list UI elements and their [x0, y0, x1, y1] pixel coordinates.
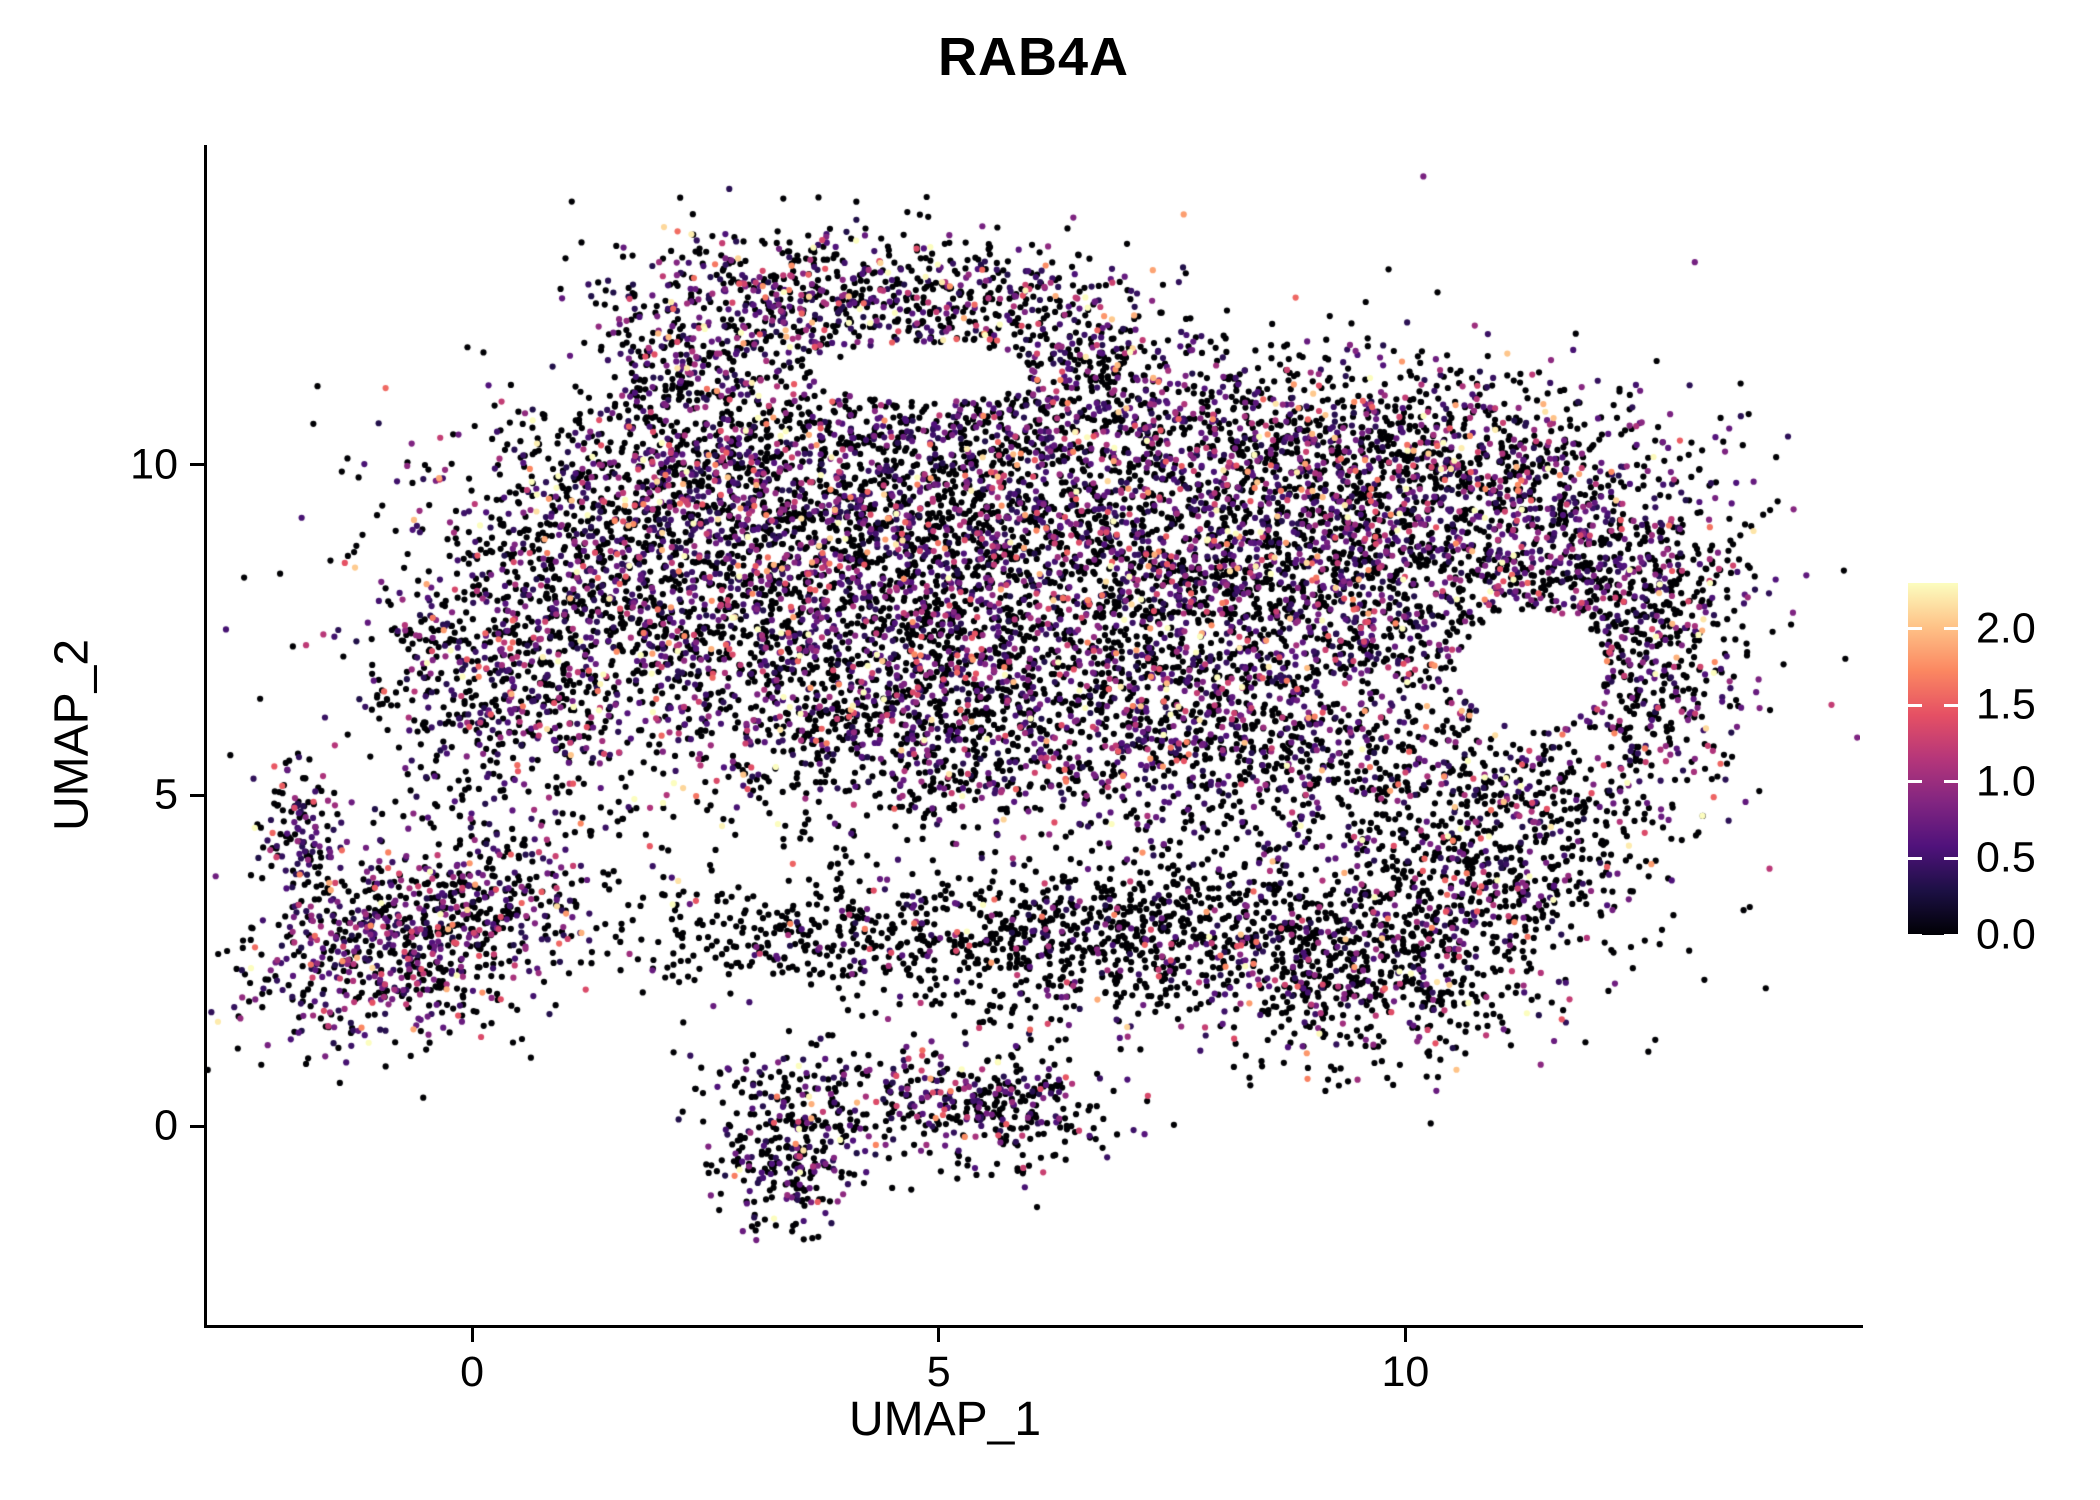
y-tick-mark	[190, 793, 204, 797]
colorbar-tick-mark	[1908, 780, 1922, 784]
x-tick-mark	[937, 1328, 941, 1342]
colorbar-tick-label: 1.0	[1976, 757, 2036, 806]
x-tick-mark	[470, 1328, 474, 1342]
colorbar-tick-label: 1.5	[1976, 680, 2036, 729]
colorbar-tick-mark	[1944, 933, 1958, 937]
y-axis-line	[204, 145, 207, 1328]
y-tick-label: 10	[130, 440, 178, 489]
colorbar-tick-mark	[1944, 856, 1958, 860]
colorbar-tick-mark	[1944, 627, 1958, 631]
colorbar-gradient	[1908, 583, 1958, 935]
colorbar-tick-mark	[1908, 856, 1922, 860]
y-axis-title: UMAP_2	[45, 638, 99, 832]
colorbar-tick-mark	[1944, 780, 1958, 784]
y-tick-label: 5	[154, 770, 178, 819]
colorbar-tick-label: 2.0	[1976, 604, 2036, 653]
colorbar-tick-mark	[1908, 703, 1922, 707]
y-tick-mark	[190, 1124, 204, 1128]
scatter-canvas	[207, 145, 1860, 1325]
colorbar: 2.0 1.5 1.0 0.5 0.0	[1908, 583, 2100, 959]
colorbar-tick-mark	[1908, 933, 1922, 937]
y-tick-label: 0	[154, 1101, 178, 1150]
plot-title: RAB4A	[937, 27, 1130, 87]
colorbar-tick-label: 0.5	[1976, 833, 2036, 882]
colorbar-tick-mark	[1908, 627, 1922, 631]
x-axis-line	[204, 1325, 1863, 1328]
x-tick-label: 10	[1381, 1348, 1430, 1396]
colorbar-tick-label: 0.0	[1976, 910, 2036, 959]
colorbar-tick-mark	[1944, 703, 1958, 707]
x-tick-label: 0	[460, 1348, 485, 1396]
plot-panel	[207, 145, 1860, 1325]
x-tick-mark	[1403, 1328, 1407, 1342]
y-tick-mark	[190, 463, 204, 467]
x-tick-label: 5	[926, 1348, 951, 1396]
x-axis-title: UMAP_1	[848, 1393, 1042, 1446]
